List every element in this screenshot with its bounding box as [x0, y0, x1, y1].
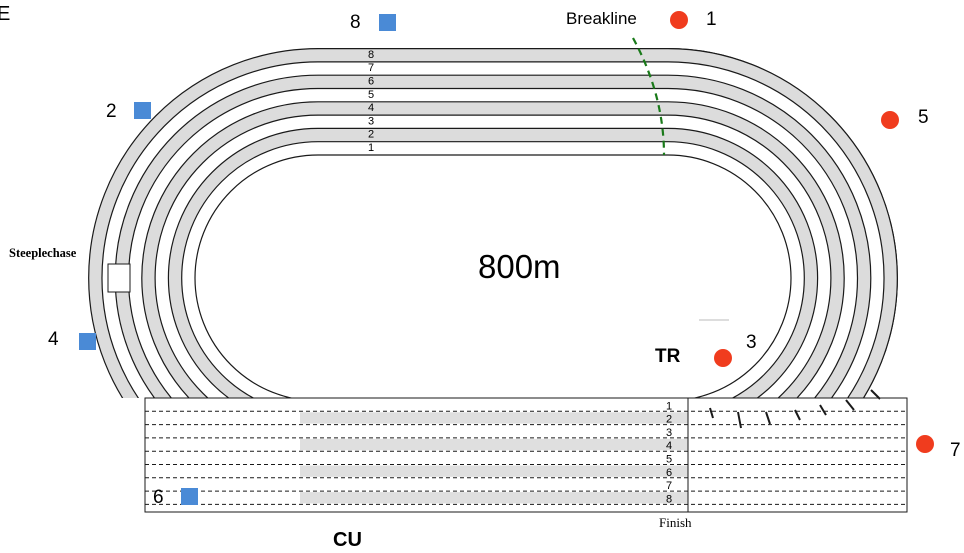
straight-lane-band	[300, 412, 688, 424]
cu-label: CU	[333, 529, 362, 551]
straight-lane-band	[300, 438, 688, 451]
lane-number-top: 8	[368, 49, 374, 61]
marker-5-number: 5	[918, 107, 929, 128]
straight-lane-band	[300, 492, 688, 504]
lane-number-bottom: 8	[666, 493, 672, 505]
track-lanes	[88, 48, 898, 398]
marker-4-number: 4	[48, 329, 59, 350]
straight-lane-band	[300, 465, 688, 477]
marker-8-number: 8	[350, 12, 361, 33]
marker-7: 7	[916, 435, 961, 461]
straight-outline	[144, 397, 908, 513]
marker-1-number: 1	[706, 9, 717, 30]
marker-5: 5	[881, 107, 929, 129]
marker-4: 4	[48, 329, 96, 350]
marker-8-blue-square	[379, 14, 396, 31]
marker-4-blue-square	[79, 333, 96, 350]
lane-number-top: 2	[368, 129, 374, 141]
marker-3: 3	[714, 332, 757, 367]
marker-2: 2	[106, 101, 151, 122]
breakline-label: Breakline	[566, 9, 637, 28]
marker-3-red-circle	[714, 349, 732, 367]
stagger-marks	[709, 389, 881, 429]
lane-number-top: 6	[368, 76, 374, 88]
lane-number-top: 5	[368, 89, 374, 101]
marker-5-red-circle	[881, 111, 899, 129]
infield	[194, 154, 792, 398]
marker-7-red-circle	[916, 435, 934, 453]
steeplechase-jump	[107, 263, 131, 293]
lane-number-top: 1	[368, 142, 374, 154]
lane-number-top: 7	[368, 62, 374, 74]
marker-7-number: 7	[950, 440, 961, 461]
marker-8: 8	[350, 12, 396, 33]
marker-2-blue-square	[134, 102, 151, 119]
lane-number-bottom: 6	[666, 467, 672, 479]
finish-label: Finish	[659, 515, 692, 530]
marker-6: 6	[153, 487, 198, 508]
lane-number-bottom: 3	[666, 427, 672, 439]
marker-6-blue-square	[181, 488, 198, 505]
steeplechase-label: Steeplechase	[9, 246, 77, 260]
lane-number-bottom: 1	[666, 400, 672, 412]
straight-lanes	[144, 397, 908, 513]
lane-number-bottom: 4	[666, 440, 672, 452]
marker-1: 1	[670, 9, 717, 30]
center-label: 800m	[478, 248, 561, 285]
lane-number-bottom: 2	[666, 414, 672, 426]
marker-2-number: 2	[106, 101, 117, 122]
corner-text: E	[0, 3, 10, 25]
breakline	[632, 37, 666, 156]
lane-number-bottom: 5	[666, 454, 672, 466]
tr-label: TR	[655, 346, 681, 367]
lane-number-top: 4	[368, 102, 374, 114]
lane-number-top: 3	[368, 115, 374, 127]
marker-3-number: 3	[746, 332, 757, 353]
marker-1-red-circle	[670, 11, 688, 29]
marker-6-number: 6	[153, 487, 164, 508]
lane-number-bottom: 7	[666, 480, 672, 492]
